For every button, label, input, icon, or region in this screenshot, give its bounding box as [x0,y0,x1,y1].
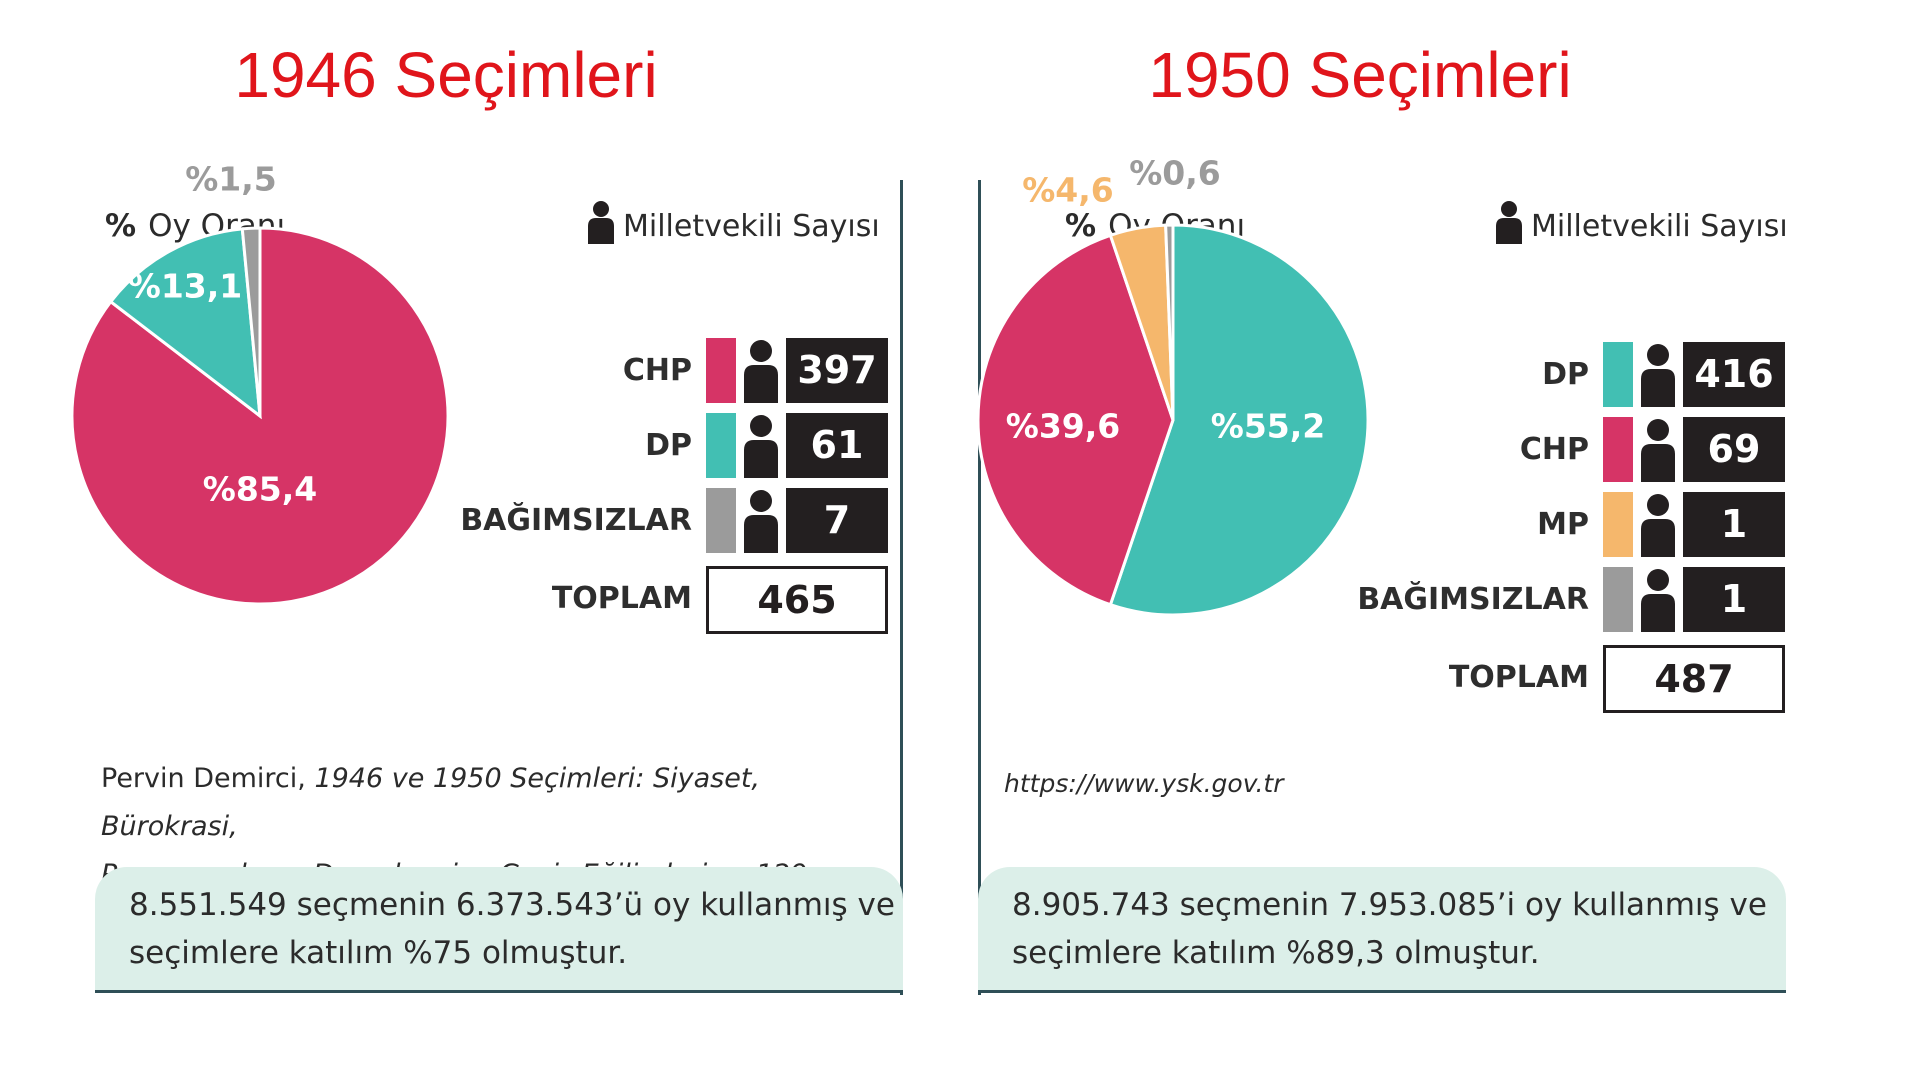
person-icon [1496,201,1522,244]
party-color-swatch [1603,342,1633,407]
total-count: 465 [706,566,888,634]
seat-count: 1 [1683,567,1785,632]
turnout-note: 8.551.549 seçmenin 6.373.543’ü oy kullan… [95,867,903,993]
party-name: BAĞIMSIZLAR [1357,582,1589,617]
turnout-note-line: seçimlere katılım %89,3 olmuştur. [1012,935,1540,971]
party-color-swatch [706,338,736,403]
seat-count: 416 [1683,342,1785,407]
turnout-note: 8.905.743 seçmenin 7.953.085’i oy kullan… [978,867,1786,993]
party-name: DP [645,428,692,463]
pie-label-mp: %4,6 [1022,171,1114,210]
person-icon [744,490,778,553]
pie-slice-dp [108,227,262,420]
total-label: TOPLAM [551,581,692,616]
person-icon [744,415,778,478]
title-1946: 1946 Seçimleri [234,39,658,111]
total-label: TOPLAM [1448,660,1589,695]
party-color-swatch [1603,417,1633,482]
percent-icon: % [105,208,137,244]
source-citation: https://www.ysk.gov.tr [1004,760,1284,808]
pie-slice-chp [976,233,1175,607]
seats-label: Milletvekili Sayısı [623,209,880,244]
turnout-note-line: 8.905.743 seçmenin 7.953.085’i oy kullan… [1012,887,1767,923]
party-color-swatch [1603,567,1633,632]
pie-label-dp: %55,2 [1211,407,1326,446]
pie-label-bağimsizlar: %0,6 [1129,154,1221,193]
panel-divider [978,180,981,995]
panel-divider [900,180,903,995]
panel-1950: %Oy Oranı Milletvekili Sayısı %55,2%39,6… [976,154,1788,995]
source-url: https://www.ysk.gov.tr [1004,769,1284,798]
title-1950: 1950 Seçimleri [1148,39,1572,111]
pie-label-chp: %39,6 [1006,407,1121,446]
pie-label-chp: %85,4 [203,470,318,509]
person-icon [1641,419,1675,482]
source-title: 1946 ve 1950 Seçimleri: Siyaset, Bürokra… [101,763,761,842]
party-name: DP [1542,357,1589,392]
person-icon [1641,344,1675,407]
party-color-swatch [1603,492,1633,557]
seat-count: 1 [1683,492,1785,557]
total-count: 487 [1603,645,1785,713]
seats-header: Milletvekili Sayısı [587,200,880,244]
pie-chart-1950: %55,2 %39,6 %4,6 %0,6 [976,154,1370,617]
party-name: CHP [1519,432,1589,467]
person-icon [1641,494,1675,557]
turnout-note-line: 8.551.549 seçmenin 6.373.543’ü oy kullan… [129,887,895,923]
pie-label-bağimsizlar: %1,5 [185,160,277,199]
pie-chart-1946: %85,4 %13,1 %1,5 [70,160,450,606]
seat-count: 397 [786,338,888,403]
seat-count: 69 [1683,417,1785,482]
person-icon [744,340,778,403]
party-color-swatch [706,488,736,553]
seat-count: 61 [786,413,888,478]
pie-label-dp: %13,1 [128,267,243,306]
turnout-note-line: seçimlere katılım %75 olmuştur. [129,935,628,971]
percent-icon: % [1065,208,1097,244]
party-name: CHP [622,353,692,388]
pie-slice-bağimsizlar [1164,223,1175,421]
source-author: Pervin Demirci, [101,763,315,794]
seat-count: 7 [786,488,888,553]
panel-1946: % Oy Oranı Milletvekili Sayısı %85,4 %13,1… [70,160,903,995]
seats-label: Milletvekili Sayısı [1531,209,1788,244]
seats-header: Milletvekili Sayısı [1495,200,1788,244]
pie-slice-bağimsizlar [240,226,262,417]
pie-slice-dp [1108,223,1370,617]
person-icon [588,201,614,244]
party-name: MP [1537,507,1589,542]
party-color-swatch [706,413,736,478]
person-icon [1641,569,1675,632]
party-name: BAĞIMSIZLAR [460,503,692,538]
